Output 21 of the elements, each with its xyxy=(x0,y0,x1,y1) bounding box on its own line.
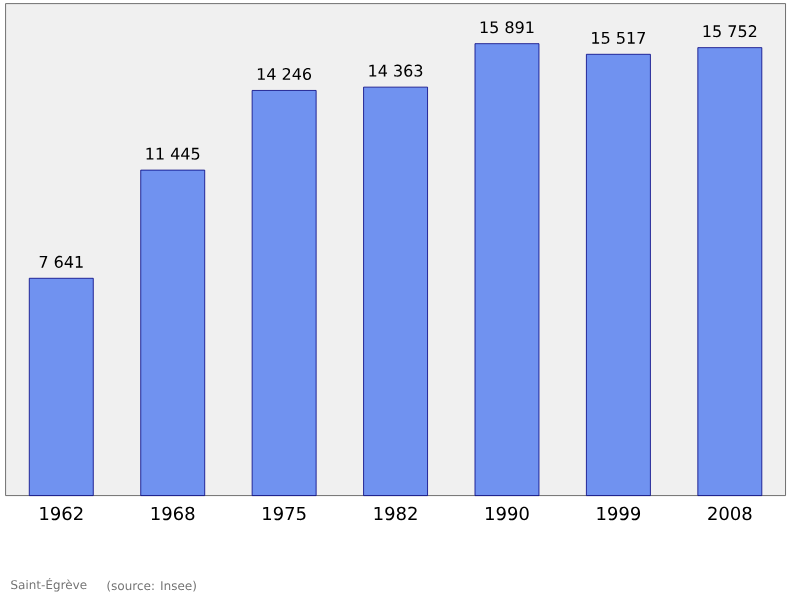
x-tick-label: 1982 xyxy=(374,506,417,521)
data-label: 15 517 xyxy=(592,32,645,44)
data-label: 15 891 xyxy=(480,21,534,34)
x-tick-label: 1962 xyxy=(40,506,83,521)
bar xyxy=(251,90,317,496)
data-label: 14 363 xyxy=(369,64,423,77)
x-tick-label: 1975 xyxy=(263,506,306,521)
data-label: 11 445 xyxy=(146,147,200,160)
data-label: 14 246 xyxy=(257,67,312,81)
x-tick-label: 1999 xyxy=(597,506,641,521)
bar xyxy=(697,47,763,496)
x-tick-label: 1990 xyxy=(486,506,529,521)
bar xyxy=(586,53,651,496)
x-tick-label: 1968 xyxy=(151,506,195,521)
data-label: 15 752 xyxy=(703,25,757,38)
bar xyxy=(140,169,206,496)
bar xyxy=(474,43,540,496)
bar xyxy=(28,277,94,496)
bar xyxy=(363,86,428,496)
data-label: 7 641 xyxy=(39,255,83,268)
x-tick-label: 2008 xyxy=(708,506,752,521)
